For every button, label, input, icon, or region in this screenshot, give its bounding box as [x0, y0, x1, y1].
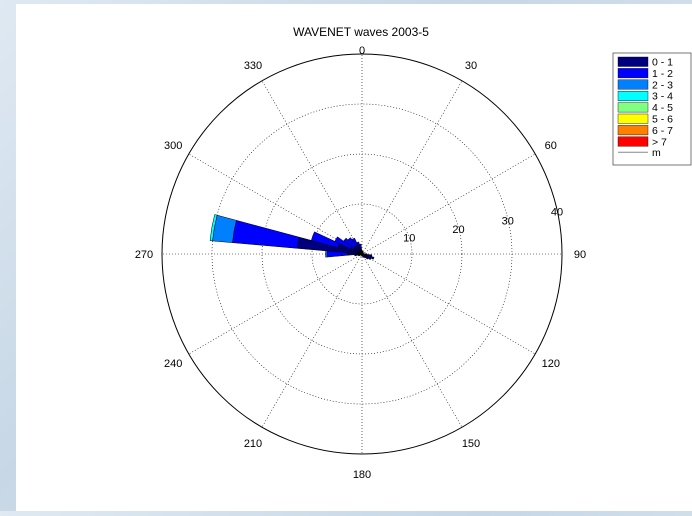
legend-swatch: [618, 80, 648, 90]
legend-swatch: [618, 91, 648, 101]
legend-label: 1 - 2: [652, 68, 673, 80]
legend-label: 6 - 7: [652, 125, 673, 137]
radial-label: 40: [551, 207, 563, 219]
rose-segment: [326, 251, 328, 257]
direction-label: 120: [542, 358, 560, 370]
legend-swatch: [618, 137, 648, 147]
direction-label: 180: [353, 469, 371, 481]
direction-label: 90: [574, 249, 586, 261]
legend-swatch: [618, 57, 648, 67]
direction-label: 330: [244, 60, 262, 72]
legend-label: 5 - 6: [652, 114, 673, 126]
direction-label: 300: [164, 140, 182, 152]
direction-label: 60: [545, 140, 557, 152]
legend-swatch: [618, 68, 648, 78]
legend-unit-label: m: [652, 147, 661, 159]
legend-label: 4 - 5: [652, 102, 673, 114]
legend-label: 0 - 1: [652, 57, 673, 69]
direction-label: 270: [135, 249, 153, 261]
direction-label: 240: [164, 358, 182, 370]
legend-swatch: [618, 114, 648, 124]
wave-rose-chart: WAVENET waves 2003-5 0 30 60 90 120 150 180 210…: [16, 4, 692, 511]
radial-label: 20: [452, 224, 464, 236]
direction-label: 150: [462, 438, 480, 450]
chart-title: WAVENET waves 2003-5: [293, 25, 429, 39]
legend-swatch: [618, 125, 648, 134]
legend-swatch: [618, 103, 648, 113]
legend-label: 2 - 3: [652, 79, 673, 91]
legend: 0 - 11 - 22 - 33 - 44 - 55 - 66 - 7> 7m: [613, 53, 691, 165]
radial-label: 10: [403, 233, 415, 245]
direction-label: 210: [244, 438, 262, 450]
figure-panel: WAVENET waves 2003-5 0 30 60 90 120 150 180 210…: [16, 4, 692, 511]
radial-label: 30: [502, 215, 514, 227]
direction-label: 30: [465, 60, 477, 72]
legend-label: 3 - 4: [652, 91, 673, 103]
direction-label: 0: [359, 45, 365, 57]
